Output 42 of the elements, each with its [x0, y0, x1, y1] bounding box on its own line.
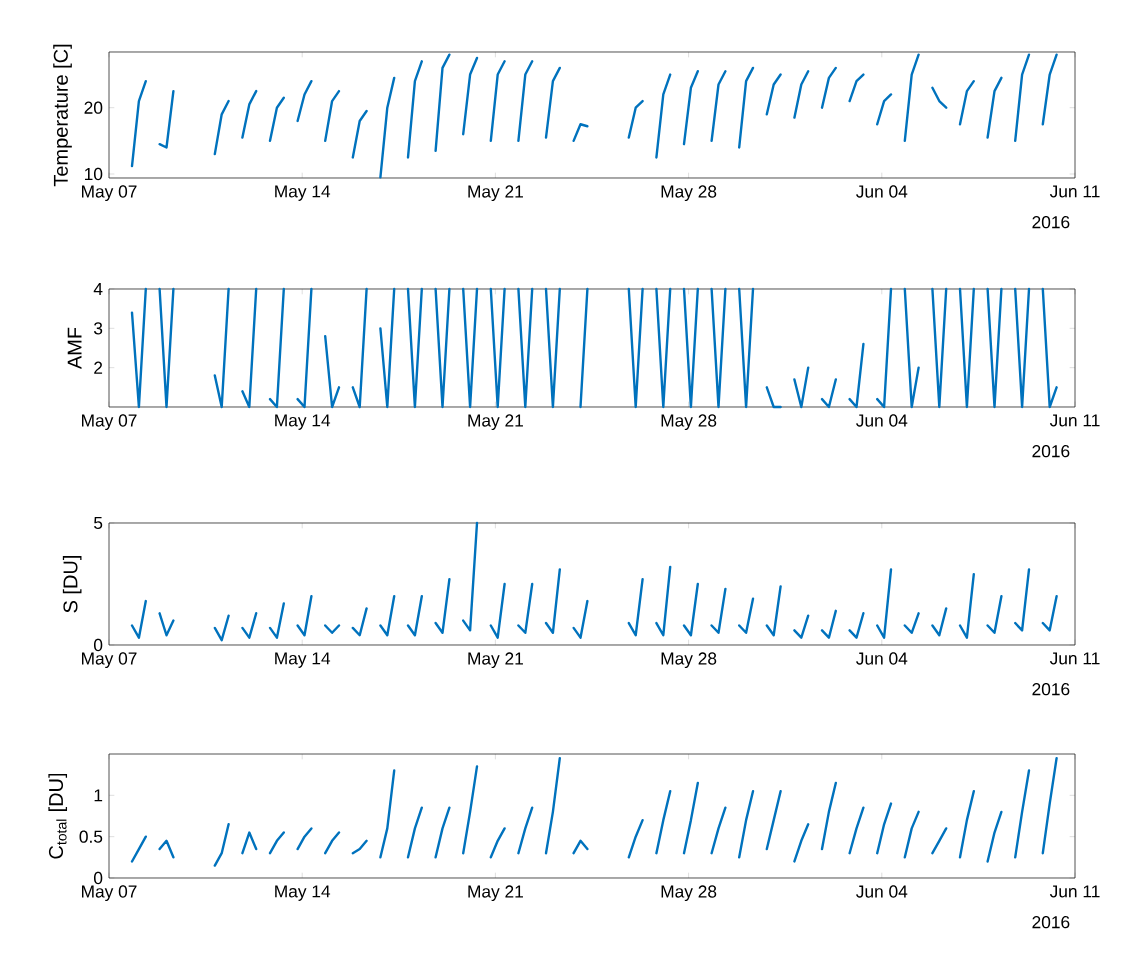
x-tick-label: May 21: [468, 414, 523, 431]
y-tick-label: 10: [84, 167, 103, 181]
x-tick-label: May 21: [468, 652, 523, 669]
x-tick-label: May 28: [661, 885, 717, 902]
x-tick-label: May 07: [82, 414, 137, 431]
y-tick-label: 20: [84, 101, 103, 114]
x-tick-label: May 07: [82, 185, 137, 202]
x-tick-label: May 28: [661, 185, 717, 202]
y-tick-label: 0: [93, 871, 103, 885]
x-tick-label: May 21: [468, 885, 523, 902]
y-axis-title: S [DU]: [62, 556, 82, 613]
x-tick-label: Jun 11: [1049, 885, 1100, 898]
y-axis-title: AMF: [67, 327, 82, 370]
x-tick-label: Jun 04: [856, 885, 908, 898]
y-tick-label: 2: [94, 361, 103, 374]
y-tick-label: 5: [94, 516, 103, 530]
text: 2016: [1032, 445, 1070, 458]
y-tick-label: 3: [93, 322, 103, 335]
x-tick-label: May 14: [275, 652, 331, 668]
y-axis-title: C$_{total}$ [DU]: [48, 773, 68, 859]
x-tick-label: May 07: [82, 885, 137, 902]
x-tick-label: May 28: [661, 414, 717, 431]
x-tick-label: Jun 11: [1049, 652, 1100, 665]
x-tick-label: Jun 11: [1049, 185, 1100, 198]
y-tick-label: 0.5: [79, 830, 103, 843]
y-axis-title: Temperature [C]: [53, 44, 72, 187]
text: 2016: [1032, 683, 1070, 696]
x-tick-label: Jun 04: [856, 414, 908, 427]
x-tick-label: May 07: [82, 652, 137, 669]
x-tick-label: Jun 11: [1049, 414, 1100, 427]
y-tick-label: 0: [93, 638, 103, 652]
x-tick-label: Jun 04: [856, 185, 908, 198]
x-tick-label: Jun 04: [856, 652, 908, 665]
x-tick-label: May 28: [661, 652, 717, 669]
x-tick-label: May 21: [468, 185, 523, 202]
text: 2016: [1032, 916, 1070, 929]
x-tick-label: May 14: [275, 185, 331, 201]
text: 2016: [1032, 216, 1070, 229]
y-tick-label: 1: [94, 789, 103, 802]
y-tick-label: 4: [93, 283, 103, 295]
x-tick-label: May 14: [275, 414, 331, 430]
x-tick-label: May 14: [275, 885, 331, 901]
